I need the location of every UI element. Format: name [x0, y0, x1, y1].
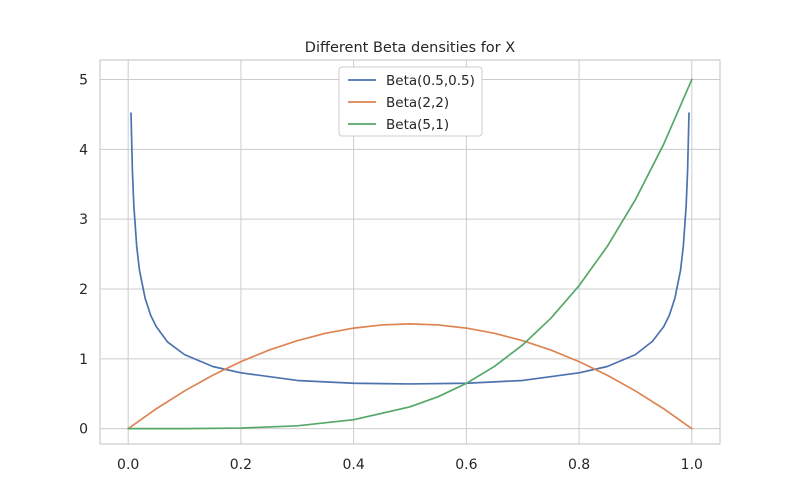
y-tick-label: 5 — [79, 73, 88, 89]
x-tick-label: 0.8 — [568, 457, 590, 473]
x-tick-label: 0.0 — [117, 457, 139, 473]
legend-box — [338, 66, 483, 137]
series-line-1 — [130, 112, 690, 385]
x-tick-label: 1.0 — [681, 457, 703, 473]
series-line-3 — [127, 78, 693, 430]
x-tick-label: 0.2 — [230, 457, 252, 473]
legend: Beta(0.5,0.5) Beta(2,2) Beta(5,1) — [338, 66, 483, 137]
y-tick-label: 0 — [79, 422, 88, 438]
series-line-2 — [127, 323, 693, 430]
plot-frame — [99, 59, 721, 445]
y-tick-label: 2 — [79, 282, 88, 298]
y-tick-label: 4 — [79, 142, 88, 158]
legend-label: Beta(0.5,0.5) — [386, 73, 475, 89]
series-layer — [127, 78, 693, 430]
legend-label: Beta(5,1) — [386, 117, 449, 133]
legend-label: Beta(2,2) — [386, 95, 449, 111]
y-tick-label: 3 — [79, 212, 88, 228]
x-tick-label: 0.4 — [343, 457, 365, 473]
x-tick-label: 0.6 — [455, 457, 477, 473]
tick-layer: 0.0 0.2 0.4 0.6 0.8 1.0 0 1 2 3 4 5 — [79, 73, 703, 473]
y-tick-label: 1 — [79, 352, 88, 368]
chart-title: Different Beta densities for X — [305, 40, 515, 56]
